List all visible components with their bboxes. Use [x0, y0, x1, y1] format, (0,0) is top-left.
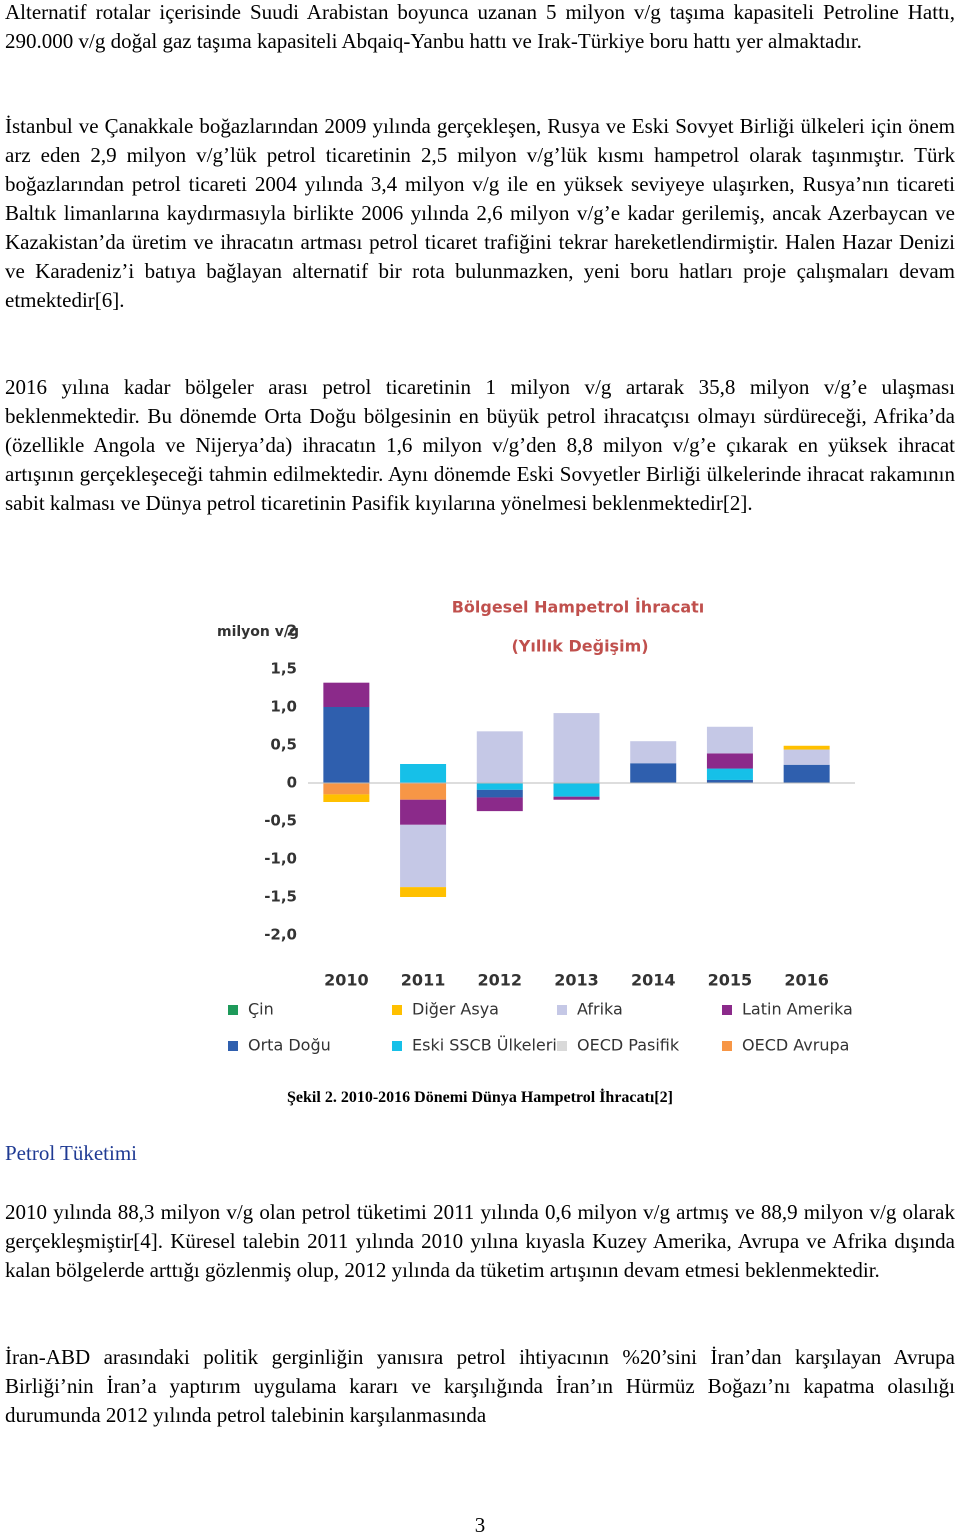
legend-label: Latin Amerika — [742, 1000, 853, 1019]
bar-segment — [553, 796, 600, 800]
y-tick-label: -0,5 — [264, 812, 297, 830]
bar-segment — [783, 749, 830, 765]
paragraph: 2016 yılına kadar bölgeler arası petrol … — [5, 375, 955, 515]
x-tick-label: 2013 — [554, 971, 599, 990]
bar-segment — [476, 783, 523, 790]
y-tick-label: 0,5 — [270, 736, 297, 754]
paragraph: 2010 yılında 88,3 milyon v/g olan petrol… — [5, 1200, 955, 1282]
legend-label: Orta Doğu — [248, 1036, 331, 1055]
legend-swatch — [557, 1041, 567, 1051]
legend-swatch — [228, 1005, 238, 1015]
y-axis-label: milyon v/g — [217, 624, 299, 640]
y-tick-label: -1,5 — [264, 888, 297, 906]
legend-swatch — [228, 1041, 238, 1051]
x-tick-label: 2012 — [478, 971, 523, 990]
bar-segment — [323, 794, 370, 802]
bar-segment — [400, 887, 447, 897]
bar-segment — [553, 783, 600, 797]
legend-swatch — [392, 1005, 402, 1015]
legend-label: OECD Pasifik — [577, 1036, 680, 1055]
legend-label: OECD Avrupa — [742, 1036, 849, 1055]
legend-swatch — [722, 1041, 732, 1051]
y-tick-label: -2,0 — [264, 926, 297, 944]
bar-segment — [323, 707, 370, 783]
legend-label: Eski SSCB Ülkeleri — [412, 1036, 557, 1055]
bar-segment — [323, 783, 370, 795]
bar-segment — [476, 731, 523, 783]
bar-segment — [706, 779, 753, 783]
bar-segment — [706, 768, 753, 780]
y-tick-label: 1,5 — [270, 660, 297, 678]
bar-segment — [476, 797, 523, 812]
paragraph: Alternatif rotalar içerisinde Suudi Arab… — [5, 0, 955, 53]
y-tick-label: 1,0 — [270, 698, 297, 716]
bar-segment — [630, 763, 677, 783]
bar-segment — [400, 764, 447, 783]
bar-segment — [476, 789, 523, 798]
y-tick-label: -1,0 — [264, 850, 297, 868]
x-tick-label: 2015 — [708, 971, 753, 990]
legend-label: Çin — [248, 1000, 274, 1019]
bar-segment — [553, 713, 600, 783]
bar-segment — [400, 824, 447, 888]
y-tick-label: 0 — [287, 774, 297, 792]
x-tick-label: 2014 — [631, 971, 676, 990]
figure-caption: Şekil 2. 2010-2016 Dönemi Dünya Hampetro… — [287, 1089, 673, 1106]
paragraph: İstanbul ve Çanakkale boğazlarından 2009… — [5, 114, 955, 312]
chart-subtitle: (Yıllık Değişim) — [511, 637, 648, 656]
x-tick-label: 2016 — [784, 971, 829, 990]
y-tick-label: 2 — [287, 622, 297, 640]
bar-segment — [783, 745, 830, 750]
page-number: 3 — [474, 1513, 486, 1537]
x-tick-label: 2011 — [401, 971, 446, 990]
bar-segment — [630, 741, 677, 764]
section-heading: Petrol Tüketimi — [5, 1141, 138, 1165]
paragraph: İran-ABD arasındaki politik gerginliğin … — [5, 1345, 955, 1427]
legend-label: Afrika — [577, 1000, 623, 1019]
bar-segment — [323, 682, 370, 707]
x-tick-label: 2010 — [324, 971, 369, 990]
bar-segment — [783, 764, 830, 783]
legend-label: Diğer Asya — [412, 1000, 499, 1019]
legend-swatch — [557, 1005, 567, 1015]
chart-title: Bölgesel Hampetrol İhracatı — [452, 598, 705, 617]
legend-swatch — [722, 1005, 732, 1015]
chart: Bölgesel Hampetrol İhracatı (Yıllık Deği… — [217, 598, 855, 1055]
legend-swatch — [392, 1041, 402, 1051]
bar-segment — [706, 753, 753, 769]
bar-segment — [400, 799, 447, 825]
bar-segment — [706, 726, 753, 754]
bar-segment — [400, 783, 447, 800]
